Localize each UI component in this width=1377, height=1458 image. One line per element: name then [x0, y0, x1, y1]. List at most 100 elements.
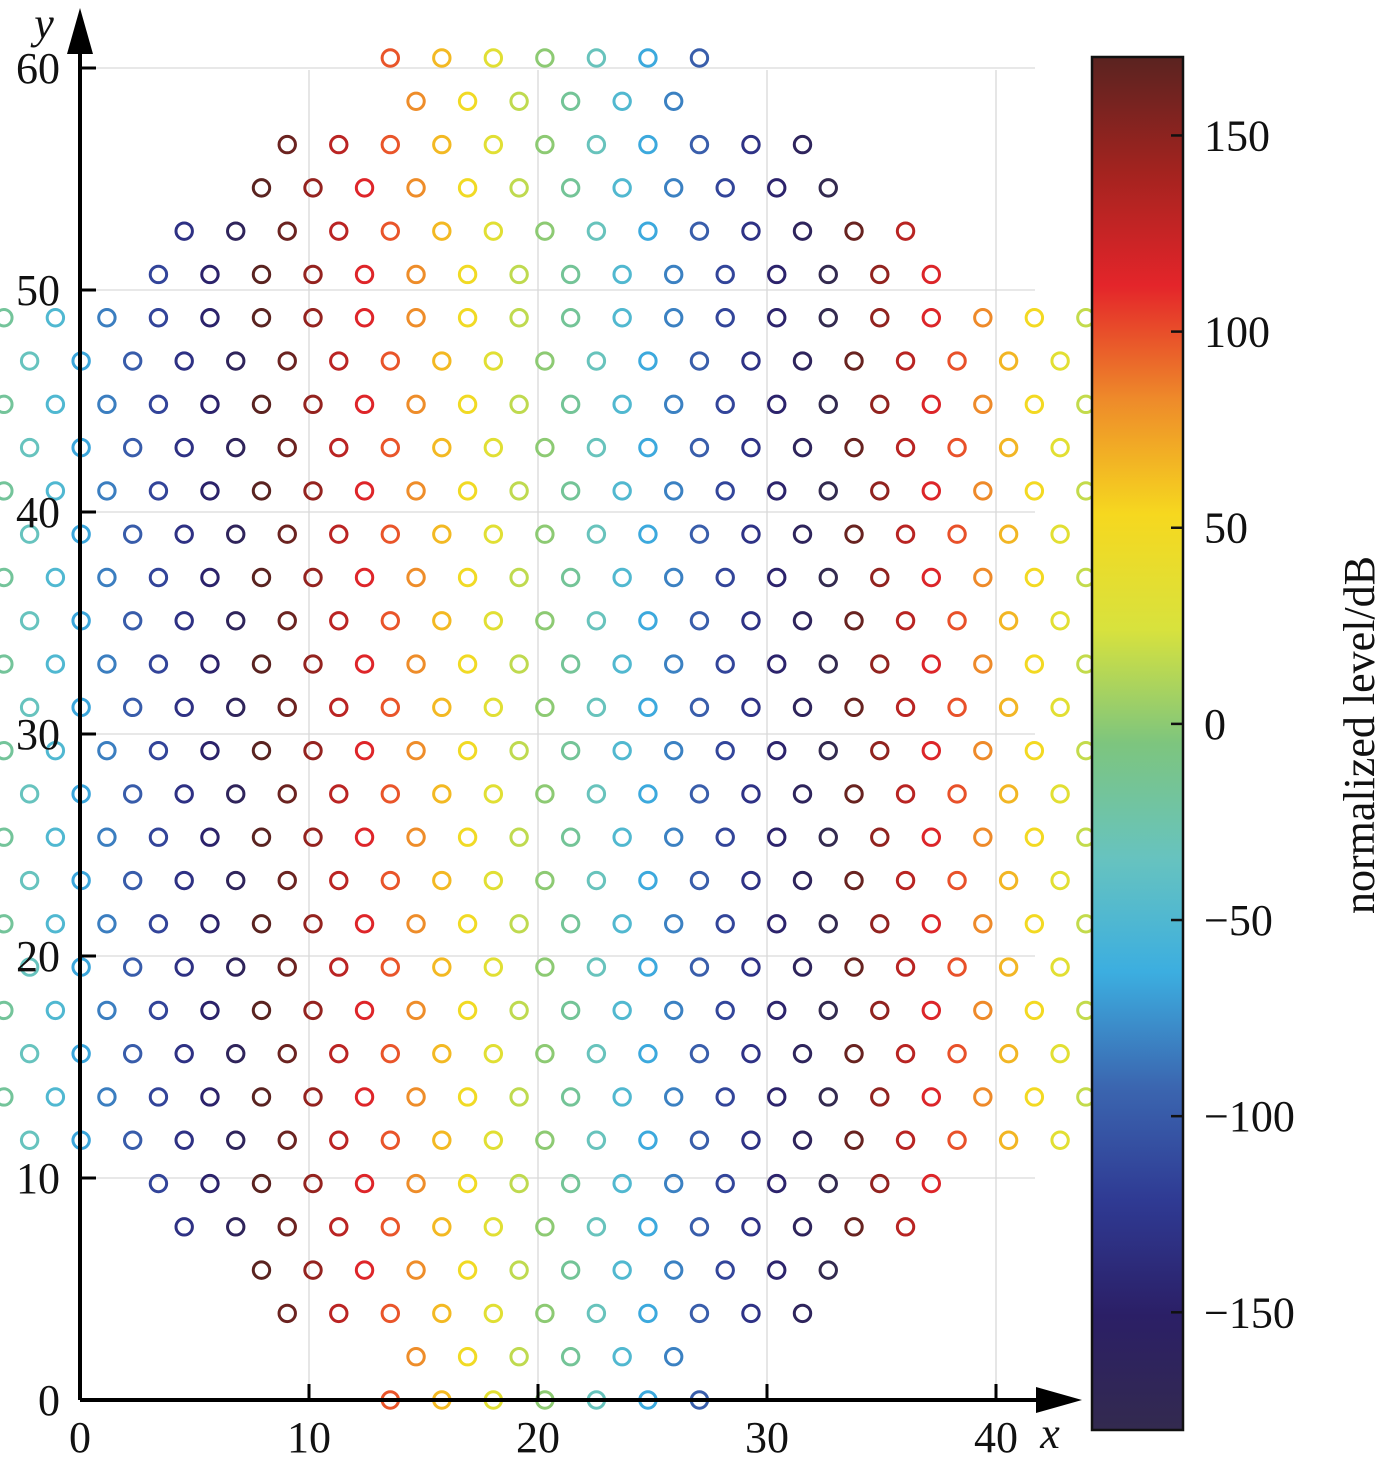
- data-point: [483, 437, 504, 458]
- data-point: [792, 1043, 813, 1064]
- data-point: [818, 264, 838, 285]
- data-point: [1024, 914, 1045, 934]
- data-point: [380, 437, 400, 458]
- data-point: [148, 827, 169, 847]
- data-point: [354, 1000, 375, 1021]
- data-point: [1024, 308, 1045, 328]
- data-point: [380, 48, 400, 68]
- data-point: [844, 437, 864, 458]
- data-point: [844, 524, 864, 544]
- data-point: [148, 1000, 169, 1021]
- data-point: [0, 1087, 14, 1107]
- data-point: [226, 611, 246, 631]
- data-point: [303, 827, 323, 847]
- data-point: [1050, 1043, 1070, 1064]
- data-point: [19, 437, 40, 458]
- data-point: [844, 1130, 864, 1150]
- data-point: [406, 91, 426, 112]
- data-point: [226, 784, 246, 804]
- data-point: [406, 1000, 426, 1021]
- data-point: [689, 437, 710, 458]
- data-point: [689, 1303, 710, 1324]
- data-markers: [0, 48, 1096, 1410]
- data-point: [122, 957, 143, 977]
- data-point: [535, 221, 555, 241]
- data-point: [560, 481, 581, 501]
- data-point: [45, 1087, 66, 1107]
- data-point: [586, 957, 607, 977]
- data-point: [1024, 1087, 1045, 1107]
- colorbar-gradient: [1090, 55, 1185, 1432]
- data-point: [97, 1000, 117, 1021]
- data-point: [818, 178, 838, 198]
- data-point: [251, 827, 272, 847]
- y-tick-label: 0: [38, 1376, 60, 1425]
- data-point: [509, 394, 529, 415]
- data-point: [895, 351, 916, 371]
- y-tick-label: 40: [16, 488, 60, 537]
- data-point: [457, 1000, 478, 1021]
- data-point: [560, 827, 581, 847]
- data-point: [509, 1000, 529, 1021]
- data-point: [174, 957, 194, 977]
- data-point: [767, 827, 787, 847]
- data-point: [870, 827, 890, 847]
- data-point: [973, 1000, 993, 1021]
- data-point: [251, 1087, 272, 1107]
- data-point: [303, 481, 323, 501]
- data-point: [921, 654, 942, 674]
- data-point: [612, 1347, 632, 1367]
- data-point: [406, 827, 426, 847]
- data-point: [277, 351, 297, 371]
- data-point: [715, 178, 735, 198]
- data-point: [844, 957, 864, 977]
- data-point: [767, 914, 787, 934]
- data-point: [122, 437, 143, 458]
- data-point: [715, 394, 735, 415]
- data-point: [432, 611, 452, 631]
- data-point: [0, 308, 14, 328]
- data-point: [663, 1260, 684, 1280]
- data-point: [663, 654, 684, 674]
- data-point: [689, 524, 710, 544]
- data-point: [947, 611, 967, 631]
- data-point: [174, 221, 194, 241]
- data-point: [45, 567, 66, 588]
- data-point: [921, 1173, 942, 1194]
- data-point: [612, 827, 632, 847]
- data-point: [329, 1130, 349, 1150]
- data-point: [638, 870, 658, 891]
- data-point: [818, 1260, 838, 1280]
- data-point: [19, 1130, 40, 1150]
- data-point: [226, 524, 246, 544]
- data-point: [303, 308, 323, 328]
- data-point: [354, 178, 375, 198]
- data-point: [921, 264, 942, 285]
- data-point: [792, 957, 813, 977]
- data-point: [19, 611, 40, 631]
- data-point: [509, 264, 529, 285]
- y-tick-label: 50: [16, 266, 60, 315]
- data-point: [45, 740, 66, 761]
- data-point: [277, 697, 297, 718]
- data-point: [200, 567, 220, 588]
- y-tick-label: 30: [16, 710, 60, 759]
- data-point: [715, 308, 735, 328]
- data-point: [870, 567, 890, 588]
- data-point: [122, 870, 143, 891]
- data-point: [380, 611, 400, 631]
- data-point: [509, 1347, 529, 1367]
- data-point: [354, 1173, 375, 1194]
- data-point: [174, 524, 194, 544]
- data-point: [277, 1217, 297, 1237]
- data-point: [792, 697, 813, 718]
- data-point: [689, 957, 710, 977]
- data-point: [303, 914, 323, 934]
- data-point: [818, 1000, 838, 1021]
- data-point: [457, 914, 478, 934]
- data-point: [689, 1043, 710, 1064]
- data-point: [638, 524, 658, 544]
- data-point: [354, 481, 375, 501]
- data-point: [741, 1130, 761, 1150]
- data-point: [303, 1087, 323, 1107]
